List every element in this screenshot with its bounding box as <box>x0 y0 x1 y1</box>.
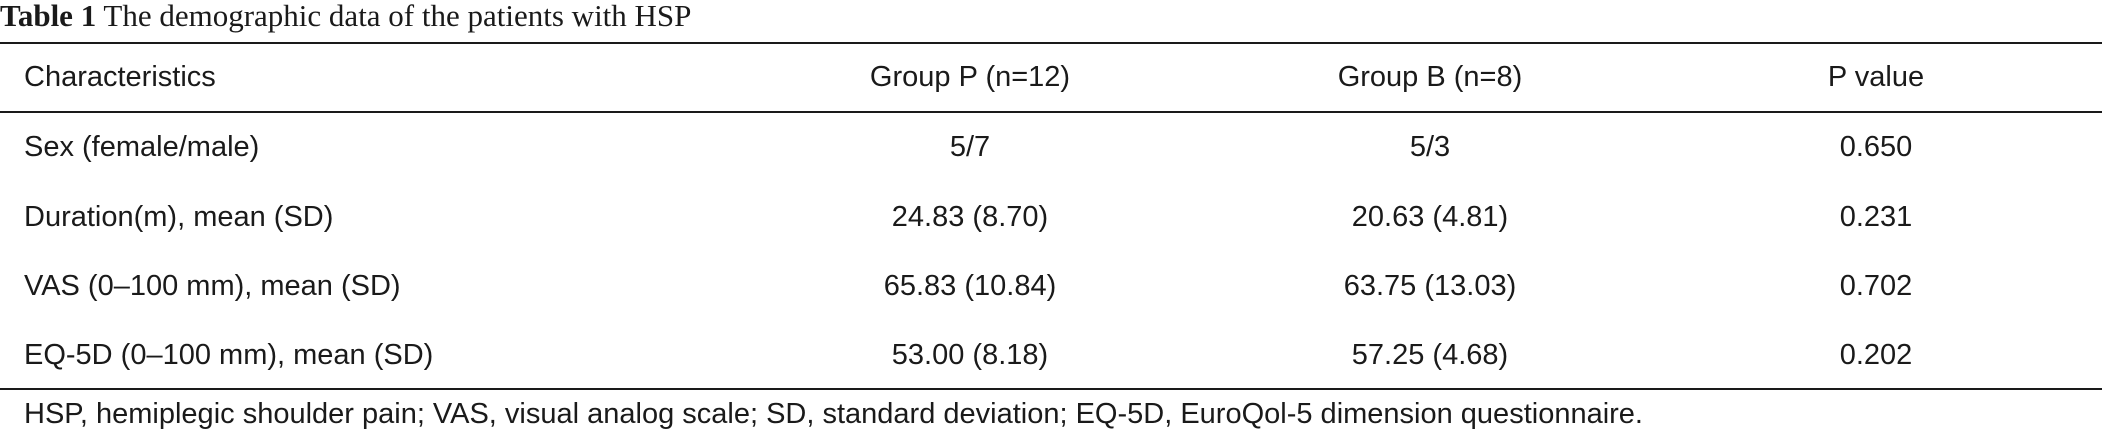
group-b-value: 57.25 (4.68) <box>1351 339 1509 371</box>
table-bottom-rule <box>0 388 2102 390</box>
group-b-value: 5/3 <box>1409 130 1451 163</box>
p-value: 0.702 <box>1839 270 1913 302</box>
p-value: 0.231 <box>1839 201 1913 233</box>
header-group-p: Group P (n=12) <box>869 61 1071 93</box>
table-top-rule <box>0 42 2102 44</box>
row-label: Sex (female/male) <box>24 130 260 163</box>
group-p-value: 65.83 (10.84) <box>883 270 1057 302</box>
table-row: EQ-5D (0–100 mm), mean (SD) 53.00 (8.18)… <box>0 321 2102 390</box>
table-row: Sex (female/male) 5/7 5/3 0.650 <box>0 111 2102 183</box>
table-caption: Table 1 The demographic data of the pati… <box>0 0 691 38</box>
group-p-value: 53.00 (8.18) <box>891 339 1049 371</box>
table-row: VAS (0–100 mm), mean (SD) 65.83 (10.84) … <box>0 252 2102 321</box>
table-caption-label: Table 1 <box>0 0 97 33</box>
p-value: 0.650 <box>1839 130 1913 163</box>
group-p-value: 5/7 <box>949 130 991 163</box>
table-footnote: HSP, hemiplegic shoulder pain; VAS, visu… <box>24 398 1643 430</box>
header-characteristics: Characteristics <box>24 61 216 93</box>
table-row: Duration(m), mean (SD) 24.83 (8.70) 20.6… <box>0 183 2102 252</box>
table-caption-text: The demographic data of the patients wit… <box>103 0 692 33</box>
group-b-value: 63.75 (13.03) <box>1343 270 1517 302</box>
demographic-table: Characteristics Group P (n=12) Group B (… <box>0 44 2102 390</box>
p-value: 0.202 <box>1839 339 1913 371</box>
row-label: Duration(m), mean (SD) <box>24 201 334 233</box>
row-label: VAS (0–100 mm), mean (SD) <box>24 270 401 302</box>
header-group-b: Group B (n=8) <box>1337 61 1523 93</box>
table-header-rule <box>0 111 2102 113</box>
table-header-row: Characteristics Group P (n=12) Group B (… <box>0 44 2102 111</box>
group-p-value: 24.83 (8.70) <box>891 201 1049 233</box>
group-b-value: 20.63 (4.81) <box>1351 201 1509 233</box>
header-p-value: P value <box>1827 61 1925 93</box>
row-label: EQ-5D (0–100 mm), mean (SD) <box>24 339 434 371</box>
